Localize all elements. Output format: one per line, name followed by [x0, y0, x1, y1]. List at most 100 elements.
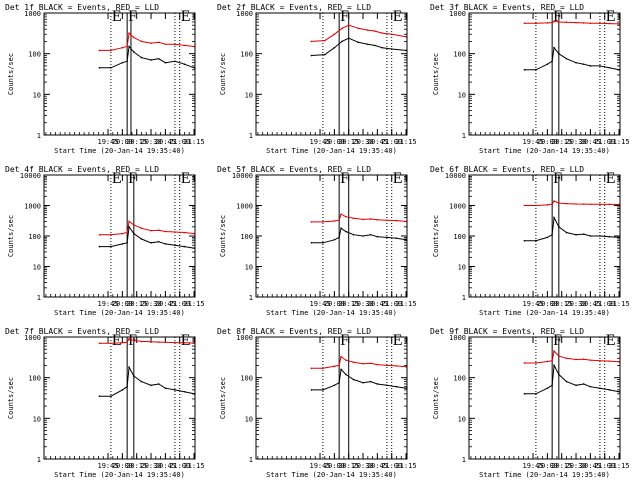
plot-frame [255, 174, 408, 298]
data-point-lld [618, 361, 620, 363]
data-point-lld [340, 213, 342, 215]
data-point-lld [128, 338, 130, 340]
data-point-events [157, 57, 160, 60]
data-point-lld [589, 359, 592, 361]
x-tick-label: 19:45 [309, 300, 330, 308]
x-tick-label: 20:30 [352, 138, 373, 146]
data-point-lld [121, 46, 124, 49]
data-point-lld [546, 204, 549, 206]
y-tick-label: 10 [245, 264, 253, 272]
data-point-lld [140, 340, 143, 343]
data-point-events [558, 226, 560, 228]
data-point-lld [310, 367, 313, 370]
x-tick-label: 20:45 [155, 138, 176, 146]
x-axis-title: Start Time (20-Jan-14 19:35:40) [266, 147, 397, 155]
data-point-events [373, 44, 376, 47]
data-point-lld [390, 33, 393, 36]
data-point-events [121, 389, 124, 391]
x-axis-title: Start Time (20-Jan-14 19:35:40) [54, 309, 185, 317]
plot-frame [255, 12, 408, 136]
data-point-events [340, 368, 342, 371]
data-point-lld [183, 231, 186, 234]
series-line-lld [99, 32, 195, 51]
x-tick-label: 20:45 [580, 300, 601, 308]
data-point-events [390, 48, 393, 50]
data-point-events [333, 384, 336, 387]
detector-panel: Det 9f BLACK = Events, RED = LLD 1 10 100 10… [430, 327, 630, 479]
data-point-lld [575, 358, 577, 361]
x-tick-label: 20:30 [140, 300, 161, 308]
x-tick-label: 19:45 [522, 462, 543, 470]
panel-title: Det 2f BLACK = Events, RED = LLD [217, 3, 371, 12]
data-point-lld [110, 233, 112, 236]
y-tick-label: 100 [453, 51, 466, 59]
x-tick-label: 20:45 [367, 300, 388, 308]
data-point-events [369, 233, 372, 236]
data-point-events [183, 63, 186, 66]
x-tick-label: 20:45 [367, 138, 388, 146]
data-point-events [523, 69, 526, 71]
data-point-events [310, 389, 313, 391]
x-tick-label: 20:45 [155, 462, 176, 470]
data-point-events [395, 237, 398, 239]
data-point-lld [340, 355, 342, 358]
data-point-events [565, 57, 568, 60]
data-point-lld [599, 22, 601, 25]
y-tick-label: 10 [245, 91, 253, 99]
y-tick-label: 1000 [449, 334, 466, 342]
data-point-events [376, 383, 379, 385]
data-point-events [618, 69, 620, 71]
data-point-events [362, 235, 364, 237]
data-point-events [523, 239, 526, 242]
flare-marker-label: E [112, 332, 122, 349]
x-axis-title: Start Time (20-Jan-14 19:35:40) [54, 471, 185, 479]
x-tick-label: 21:15 [609, 462, 630, 470]
data-point-events [395, 385, 398, 388]
data-point-events [589, 65, 592, 67]
x-tick-label: 20:45 [155, 300, 176, 308]
data-point-lld [405, 220, 407, 223]
data-point-lld [369, 362, 372, 365]
y-tick-label: 1000 [24, 203, 41, 211]
data-point-events [369, 380, 372, 383]
data-point-lld [133, 224, 135, 226]
data-point-events [551, 60, 553, 63]
data-point-lld [362, 362, 364, 365]
data-point-events [345, 230, 347, 233]
data-point-events [174, 60, 176, 63]
data-point-lld [618, 203, 620, 206]
data-point-events [546, 236, 549, 239]
y-tick-label: 1 [462, 132, 466, 140]
y-tick-label: 10 [458, 264, 466, 272]
data-point-events [174, 389, 176, 391]
data-point-lld [565, 21, 568, 24]
data-point-events [565, 380, 568, 383]
data-point-lld [373, 30, 376, 32]
flare-marker-label: F [340, 332, 349, 349]
data-point-lld [333, 33, 336, 36]
x-axis-title: Start Time (20-Jan-14 19:35:40) [479, 309, 610, 317]
data-point-events [357, 41, 360, 44]
data-point-lld [174, 231, 176, 233]
data-point-events [340, 227, 342, 230]
y-tick-label: 1000 [236, 10, 253, 18]
data-point-events [553, 364, 555, 367]
y-tick-label: 10 [458, 91, 466, 99]
y-tick-label: 1 [249, 294, 253, 302]
data-point-events [535, 69, 537, 71]
data-point-events [157, 240, 160, 243]
x-tick-label: 21:00 [169, 138, 190, 146]
data-point-lld [575, 21, 577, 24]
data-point-events [193, 393, 195, 395]
data-point-events [553, 216, 555, 219]
data-point-lld [322, 221, 324, 223]
x-tick-label: 20:00 [112, 462, 133, 470]
x-tick-label: 20:15 [551, 138, 572, 146]
data-point-events [582, 233, 585, 235]
data-point-events [618, 236, 620, 239]
data-point-events [128, 45, 130, 48]
data-point-lld [183, 342, 186, 344]
data-point-lld [352, 361, 355, 364]
y-tick-label: 1 [462, 294, 466, 302]
y-tick-label: 10 [33, 91, 41, 99]
